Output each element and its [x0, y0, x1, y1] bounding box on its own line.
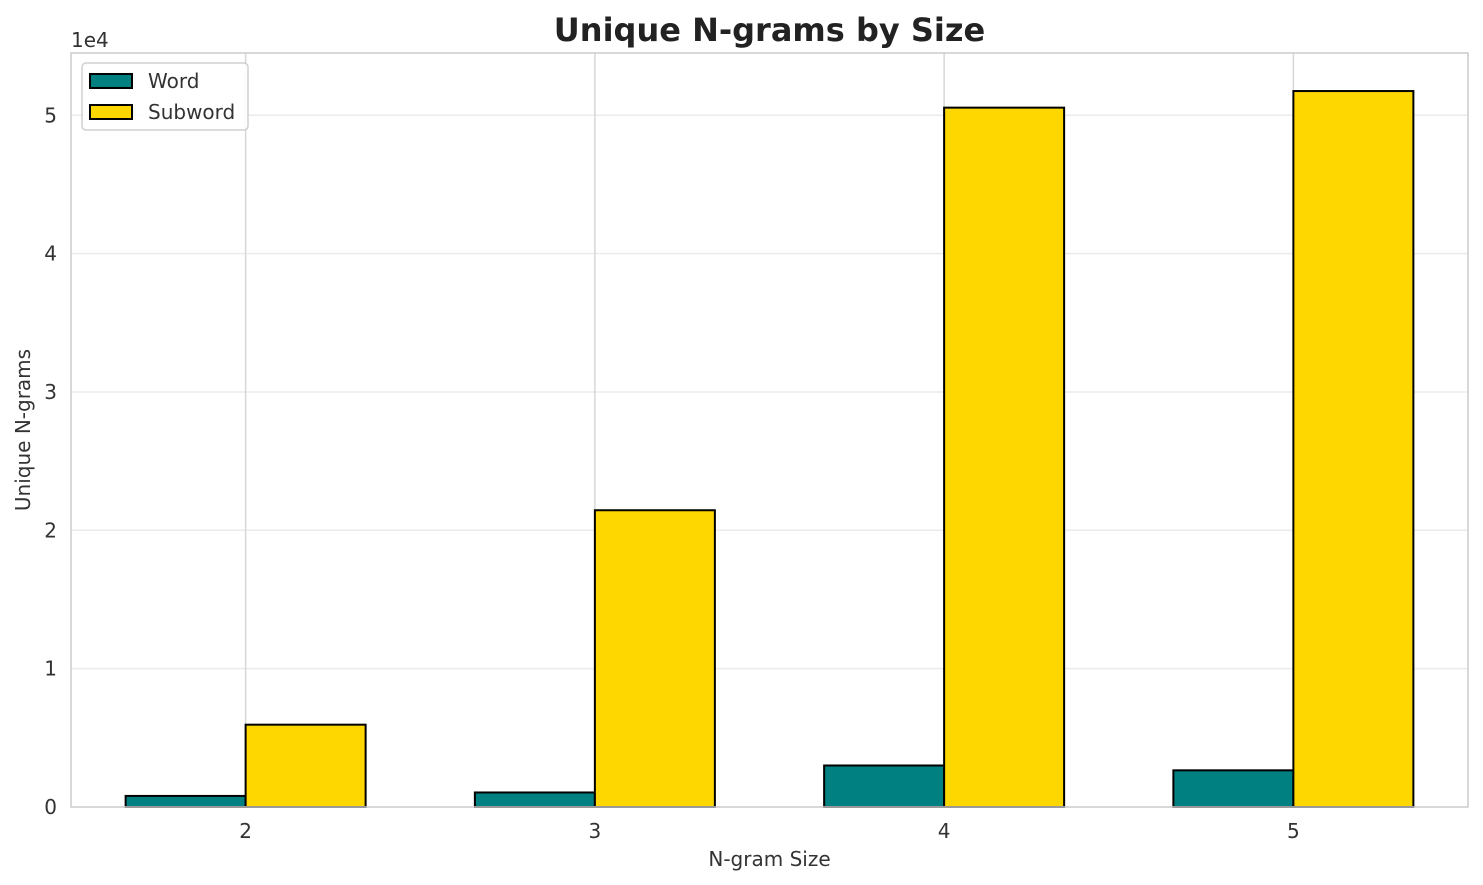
bar-subword-3: [593, 509, 716, 808]
bar-word-2: [124, 794, 247, 809]
bar-subword-4: [943, 106, 1066, 808]
legend-label-word: Word: [148, 69, 199, 93]
plot-frame: [70, 52, 1469, 808]
bars-layer: [124, 90, 1415, 809]
legend-swatch-word: [89, 73, 133, 89]
chart-title: Unique N-grams by Size: [554, 11, 985, 49]
bar-subword-2: [244, 723, 367, 808]
bar-subword-5: [1292, 90, 1415, 808]
grid-layer: [71, 53, 1468, 807]
ticks-layer: 0 1 2 3 4 5 2 3 4 5: [44, 103, 1299, 843]
x-tick-label: 3: [589, 819, 602, 843]
y-tick-label: 2: [44, 518, 57, 542]
x-tick-label: 4: [938, 819, 951, 843]
legend-label-subword: Subword: [148, 100, 235, 124]
y-axis-label: Unique N-grams: [11, 349, 35, 511]
bar-word-4: [823, 764, 946, 809]
bar-word-5: [1172, 769, 1295, 808]
y-tick-label: 5: [44, 103, 57, 127]
y-tick-label: 1: [44, 657, 57, 681]
legend: Word Subword: [81, 62, 249, 131]
bar-word-3: [473, 791, 596, 808]
x-axis-label: N-gram Size: [708, 847, 830, 871]
legend-swatch-subword: [89, 104, 133, 120]
y-tick-label: 4: [44, 242, 57, 266]
y-axis-offset-label: 1e4: [71, 28, 109, 52]
y-tick-label: 0: [44, 795, 57, 819]
x-tick-label: 5: [1287, 819, 1300, 843]
x-tick-label: 2: [239, 819, 252, 843]
y-tick-label: 3: [44, 380, 57, 404]
